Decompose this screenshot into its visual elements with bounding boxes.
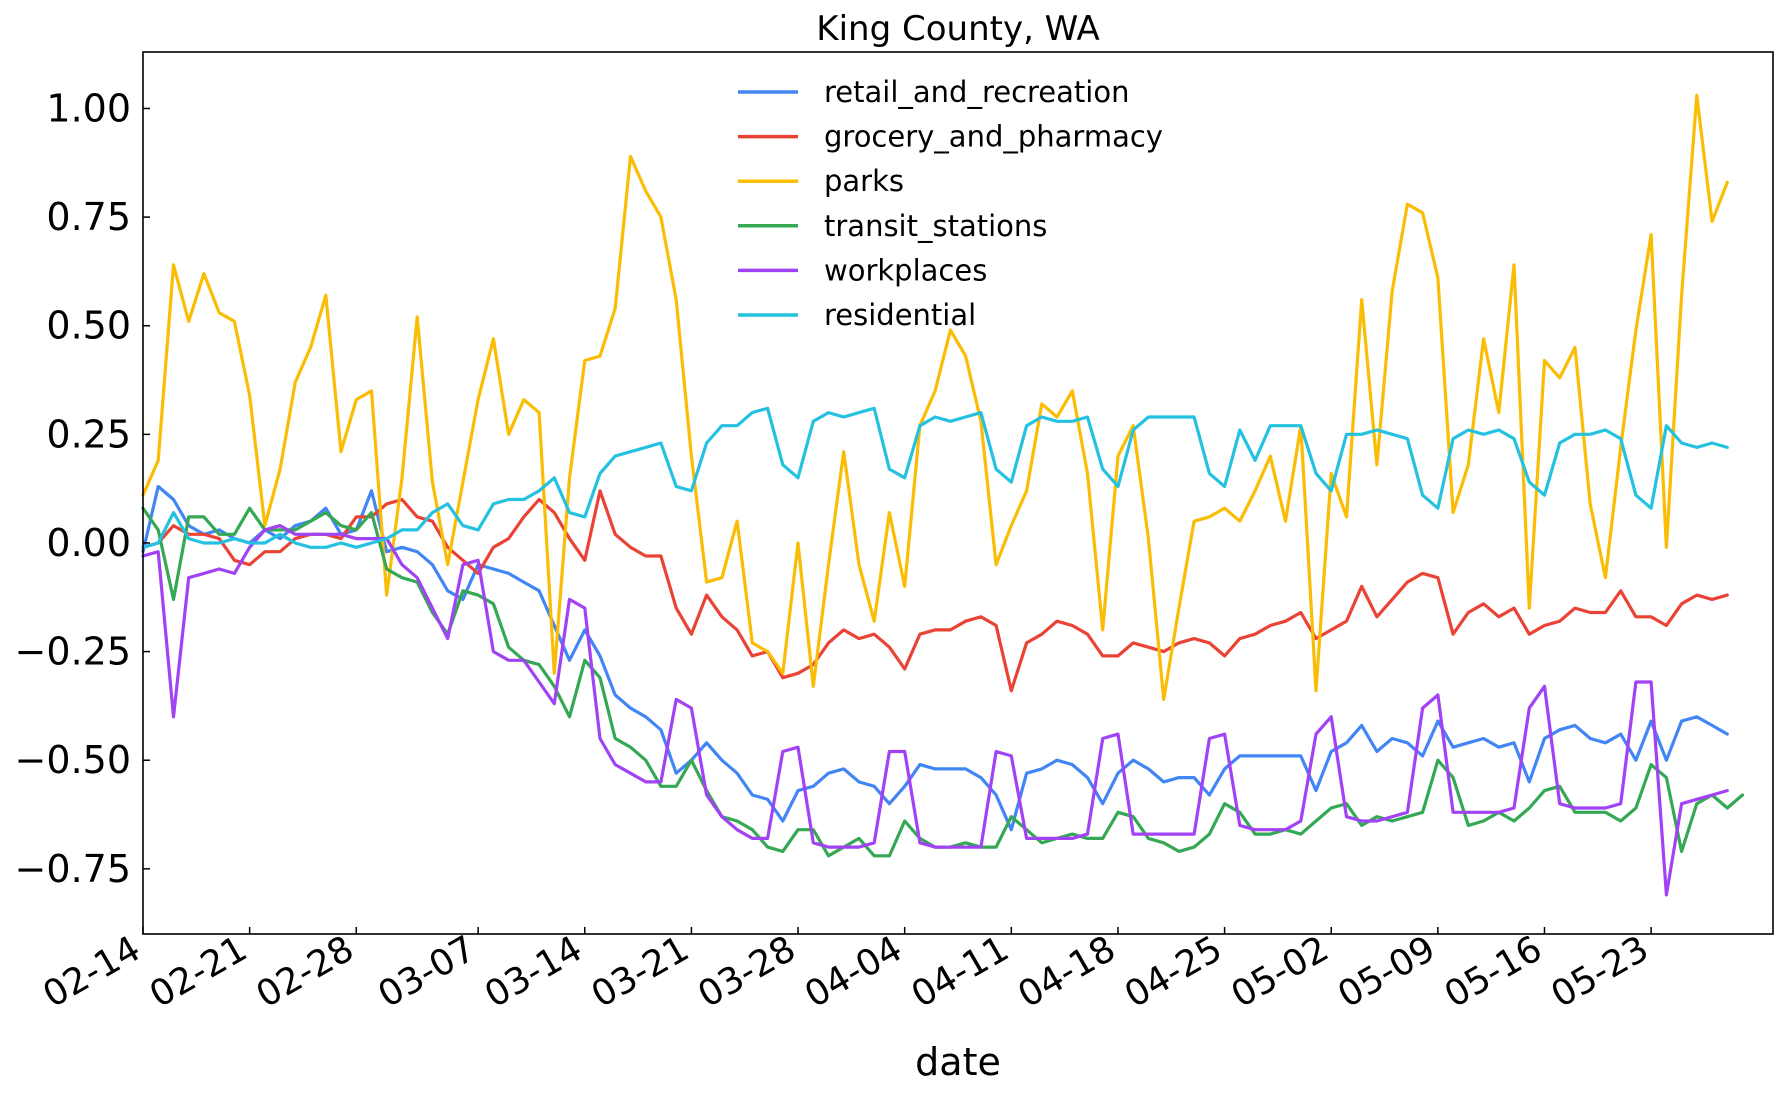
series-lines — [141, 93, 1745, 897]
legend: retail_and_recreation grocery_and_pharmac… — [738, 75, 1163, 332]
y-tick-label: −0.50 — [15, 738, 131, 782]
x-axis-label: date — [915, 1040, 1001, 1084]
y-tick-label: −0.25 — [15, 630, 131, 674]
series-line-retail-and-recreation — [141, 484, 1729, 832]
y-tick-label: 0.75 — [46, 195, 131, 239]
series-line-workplaces — [141, 523, 1729, 897]
y-tick-label: 0.25 — [46, 412, 131, 456]
series-line-grocery-and-pharmacy — [141, 489, 1729, 693]
legend-label-transit-stations: transit_stations — [824, 209, 1047, 243]
legend-label-residential: residential — [824, 298, 976, 332]
plot-area-frame — [142, 51, 1774, 935]
series-line-parks — [141, 93, 1729, 702]
series-line-residential — [141, 406, 1729, 549]
y-tick-label: 0.00 — [46, 521, 131, 565]
legend-label-parks: parks — [824, 164, 904, 198]
legend-label-workplaces: workplaces — [824, 253, 987, 287]
chart-title: King County, WA — [816, 9, 1099, 49]
y-tick-label: 0.50 — [46, 304, 131, 348]
y-tick-label: −0.75 — [15, 847, 131, 891]
y-tick-label: 1.00 — [46, 86, 131, 130]
y-axis: 1.00 0.75 0.50 0.25 0.00 −0.25 −0.50 −0.75 — [15, 86, 150, 891]
legend-label-retail-and-recreation: retail_and_recreation — [824, 75, 1129, 109]
legend-label-grocery-and-pharmacy: grocery_and_pharmacy — [824, 120, 1163, 154]
